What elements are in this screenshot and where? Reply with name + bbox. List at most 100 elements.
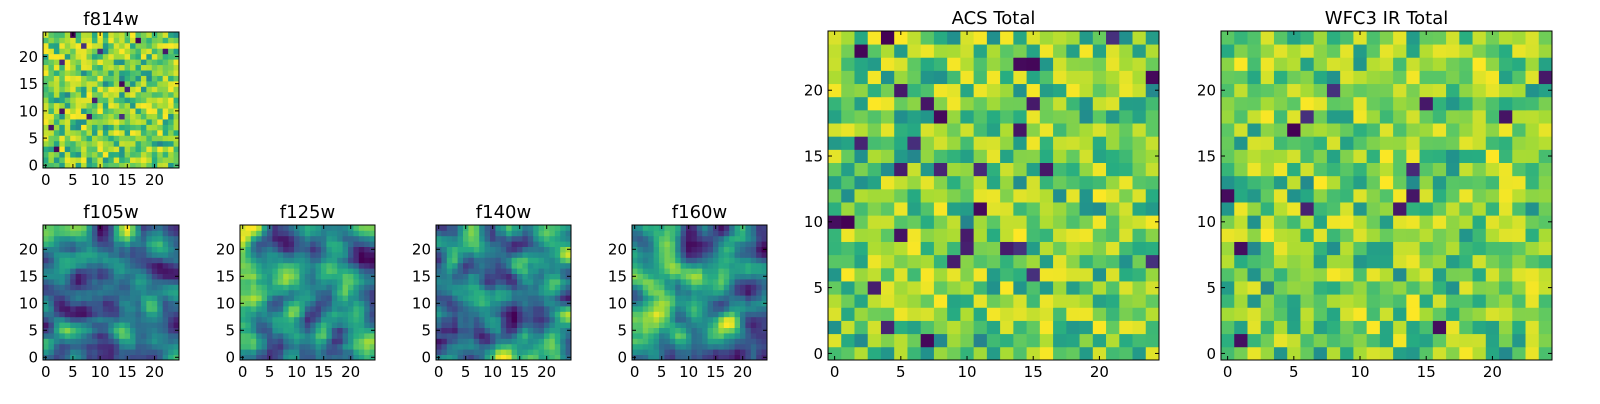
heatmap-cell xyxy=(1446,294,1460,308)
heatmap-cell xyxy=(495,300,502,307)
heatmap-cell xyxy=(648,273,654,280)
heatmap-cell xyxy=(146,343,153,350)
heatmap-cell xyxy=(642,333,649,339)
heatmap-cell xyxy=(173,75,180,82)
x-tick-label: 5 xyxy=(265,363,275,381)
heatmap-cell xyxy=(707,289,714,296)
heatmap-cell xyxy=(522,343,529,350)
heatmap-cell xyxy=(867,44,882,58)
heatmap-cell xyxy=(1145,215,1160,229)
heatmap-cell xyxy=(702,262,708,269)
heatmap-cell xyxy=(135,151,142,158)
heatmap-cell xyxy=(140,333,147,339)
heatmap-cell xyxy=(1039,83,1054,98)
heatmap-cell xyxy=(261,279,268,285)
heatmap-cell xyxy=(75,140,82,147)
heatmap-cell xyxy=(135,64,142,71)
heatmap-cell xyxy=(1026,294,1041,308)
heatmap-cell xyxy=(653,268,660,274)
heatmap-cell xyxy=(522,257,529,264)
heatmap-cell xyxy=(59,295,66,301)
heatmap-cell xyxy=(162,322,169,328)
heatmap-cell xyxy=(173,102,180,109)
heatmap-cell xyxy=(1066,281,1080,295)
heatmap-cell xyxy=(91,108,98,114)
heatmap-cell xyxy=(245,322,252,328)
heatmap-cell xyxy=(761,322,768,328)
heatmap-cell xyxy=(500,257,507,264)
heatmap-cell xyxy=(1393,267,1407,282)
heatmap-cell xyxy=(256,257,262,264)
heatmap-cell xyxy=(81,140,87,147)
heatmap-cell xyxy=(1326,188,1341,203)
heatmap-cell xyxy=(102,75,109,82)
heatmap-cell xyxy=(119,64,125,71)
heatmap-cell xyxy=(108,343,115,350)
heatmap-cell xyxy=(168,322,174,328)
heatmap-cell xyxy=(53,102,60,109)
heatmap-cell xyxy=(653,262,660,269)
heatmap-cell xyxy=(500,322,507,328)
heatmap-cell xyxy=(48,59,55,66)
heatmap-cell xyxy=(761,257,768,264)
heatmap-cell xyxy=(506,252,512,258)
heatmap-cell xyxy=(675,284,681,291)
heatmap-cell xyxy=(168,316,174,323)
heatmap-cell xyxy=(490,333,496,339)
heatmap-cell xyxy=(828,44,842,58)
heatmap-cell xyxy=(560,327,566,334)
heatmap-cell xyxy=(718,322,725,328)
heatmap-cell xyxy=(1512,254,1526,269)
heatmap-cell xyxy=(1366,241,1381,256)
heatmap-cell xyxy=(1499,346,1513,361)
heatmap-cell xyxy=(756,246,762,253)
heatmap-cell xyxy=(1026,149,1041,163)
heatmap-cell xyxy=(173,295,180,301)
heatmap-cell xyxy=(1079,202,1094,216)
heatmap-cell xyxy=(1326,333,1341,348)
heatmap-cell xyxy=(113,119,120,125)
heatmap-cell xyxy=(91,70,98,76)
heatmap-cell xyxy=(1039,162,1054,177)
heatmap-cell xyxy=(53,300,60,307)
heatmap-cell xyxy=(102,235,109,242)
heatmap-cell xyxy=(59,102,66,109)
heatmap-cell xyxy=(1406,109,1420,124)
heatmap-cell xyxy=(135,343,142,350)
heatmap-cell xyxy=(294,322,300,328)
heatmap-cell xyxy=(522,246,529,253)
heatmap-cell xyxy=(240,279,246,285)
heatmap-cell xyxy=(81,91,87,98)
heatmap-cell xyxy=(113,300,120,307)
heatmap-cell xyxy=(91,327,98,334)
heatmap-cell xyxy=(130,230,136,237)
heatmap-cell xyxy=(653,279,660,285)
heatmap-cell xyxy=(1525,241,1540,256)
heatmap-cell xyxy=(544,241,550,247)
heatmap-cell xyxy=(734,279,741,285)
heatmap-cell xyxy=(436,262,442,269)
heatmap-cell xyxy=(310,241,316,247)
heatmap-cell xyxy=(272,262,279,269)
heatmap-cell xyxy=(632,333,638,339)
heatmap-cell xyxy=(544,306,550,312)
heatmap-cell xyxy=(348,316,354,323)
heatmap-cell xyxy=(59,225,66,231)
heatmap-cell xyxy=(173,70,180,76)
heatmap-cell xyxy=(59,316,66,323)
heatmap-cell xyxy=(1119,96,1133,111)
heatmap-cell xyxy=(140,322,147,328)
heatmap-cell xyxy=(1287,267,1301,282)
heatmap-cell xyxy=(91,338,98,345)
heatmap-cell xyxy=(353,306,360,312)
heatmap-cell xyxy=(70,75,77,82)
heatmap-cell xyxy=(113,162,120,169)
heatmap-cell xyxy=(696,246,703,253)
heatmap-cell xyxy=(637,338,644,345)
heatmap-cell xyxy=(828,83,842,98)
heatmap-cell xyxy=(245,252,252,258)
heatmap-cell xyxy=(1260,228,1275,242)
heatmap-cell xyxy=(245,284,252,291)
heatmap-cell xyxy=(1132,44,1147,58)
y-tick-label: 10 xyxy=(19,295,38,313)
